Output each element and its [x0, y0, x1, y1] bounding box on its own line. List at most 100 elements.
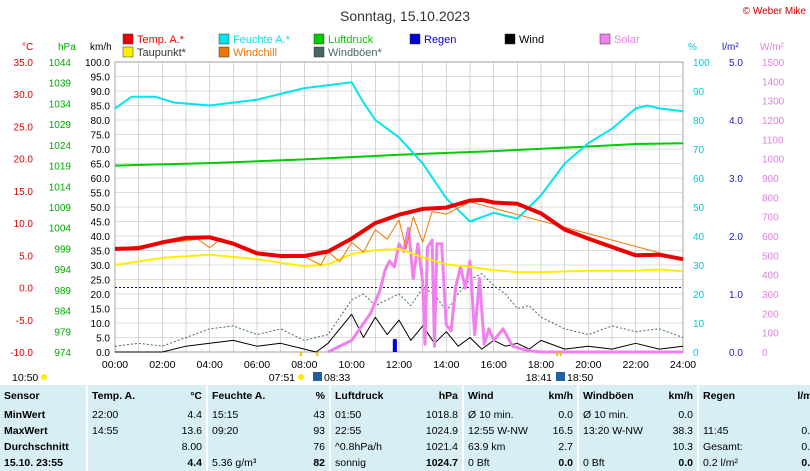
- x-tick-label: 04:00: [197, 359, 223, 371]
- table-header-row: Sensor Temp. A. °C Feuchte A. % Luftdruc…: [0, 385, 810, 407]
- table-cell: [206, 439, 295, 455]
- wm2-tick-label: 400: [762, 271, 779, 282]
- wm2-tick-label: 1500: [762, 58, 785, 69]
- kmh-tick-label: 5.0: [96, 334, 110, 345]
- table-cell: 12:55 W-NW: [462, 423, 541, 439]
- table-cell: 82: [313, 457, 325, 469]
- table-cell: 1018.8: [425, 409, 458, 421]
- header-cell: %: [315, 390, 325, 402]
- kmh-tick-label: 75.0: [91, 131, 111, 142]
- hpa-axis-label: hPa: [58, 42, 76, 53]
- table-cell: 15:15: [206, 407, 295, 423]
- legend-label: Windchill: [233, 47, 277, 59]
- pct-tick-label: 30: [693, 261, 705, 272]
- legend-label: Windböen*: [328, 47, 383, 59]
- wm2-tick-label: 300: [762, 290, 779, 301]
- lm2-tick-label: 2.0: [729, 232, 743, 243]
- table-cell: 13:20 W-NW: [577, 423, 661, 439]
- header-cell: Regen: [697, 385, 780, 407]
- kmh-tick-label: 25.0: [91, 276, 111, 287]
- copyright-label: © Weber Mike: [743, 6, 807, 17]
- header-cell: hPa: [438, 390, 458, 402]
- pct-tick-label: 50: [693, 203, 705, 214]
- temp-tick-label: -5.0: [16, 316, 34, 327]
- hpa-tick-label: 999: [54, 244, 71, 255]
- wm2-tick-label: 800: [762, 193, 779, 204]
- table-row: MinWert 22:00 4.4 15:15 43 01:50 1018.8 …: [0, 407, 810, 423]
- table-cell: 5.36 g/m³: [206, 455, 295, 471]
- legend-swatch: [599, 33, 611, 45]
- kmh-axis-label: km/h: [90, 42, 112, 53]
- hpa-tick-label: 994: [54, 265, 71, 276]
- kmh-tick-label: 0.0: [96, 348, 110, 359]
- chart-title: Sonntag, 15.10.2023: [340, 8, 470, 24]
- pct-tick-label: 10: [693, 319, 705, 330]
- table-cell: Ø 10 min.: [577, 407, 661, 423]
- table-cell: 2.7: [558, 441, 573, 453]
- sunrise-icon: [298, 374, 304, 380]
- table-row: Durchschnitt 8.00 76 ^0.8hPa/h 1021.4 63…: [0, 439, 810, 455]
- wm2-tick-label: 900: [762, 174, 779, 185]
- table-cell: sonnig: [329, 455, 413, 471]
- table-cell: 14:55: [86, 423, 159, 439]
- header-cell: Luftdruck: [329, 385, 413, 407]
- lm2-tick-label: 5.0: [729, 58, 743, 69]
- hpa-tick-label: 1034: [49, 99, 72, 110]
- legend-label: Solar: [614, 34, 640, 46]
- pct-tick-label: 80: [693, 116, 705, 127]
- legend-label: Feuchte A.*: [233, 34, 291, 46]
- table-cell: 0.0: [678, 457, 693, 469]
- table-cell: Ø 10 min.: [462, 407, 541, 423]
- lm2-tick-label: 0.0: [729, 348, 743, 359]
- x-tick-label: 02:00: [149, 359, 175, 371]
- table-cell: 0.2 l/m²: [697, 455, 780, 471]
- header-cell: °C: [190, 390, 202, 402]
- sunrise-end-icon: [313, 372, 322, 381]
- series-line-wind: [115, 313, 684, 353]
- table-cell: 8.00: [181, 441, 202, 453]
- legend-swatch: [122, 33, 134, 45]
- table-cell: 0.2: [801, 457, 810, 469]
- series-line-regen: [392, 338, 397, 352]
- kmh-tick-label: 95.0: [91, 73, 111, 84]
- legend-label: Luftdruck: [328, 34, 374, 46]
- kmh-tick-label: 45.0: [91, 218, 111, 229]
- legend-swatch: [218, 33, 230, 45]
- table-row: MaxWert 14:55 13.6 09:20 93 22:55 1024.9…: [0, 423, 810, 439]
- row-label: MaxWert: [4, 425, 48, 437]
- header-cell: Wind: [462, 385, 541, 407]
- table-cell: [780, 407, 810, 423]
- series-line-temp-a: [114, 197, 684, 262]
- table-cell: 38.3: [672, 425, 693, 437]
- legend-swatch: [313, 33, 325, 45]
- legend: Temp. A.* Feuchte A.* Luftdruck Regen Wind So…: [122, 33, 640, 59]
- kmh-tick-label: 15.0: [91, 305, 111, 316]
- table-cell: 4.4: [187, 409, 202, 421]
- grid-layer: [114, 61, 684, 353]
- hpa-tick-label: 989: [54, 286, 71, 297]
- table-cell: 22:55: [329, 423, 413, 439]
- hpa-tick-label: 984: [54, 307, 71, 318]
- sunrise-label: 07:51: [269, 372, 295, 384]
- axes-layer: 00:00 02:00 04:00 06:00 08:00 10:00 12:00 14:00…: [10, 42, 784, 371]
- legend-label: Temp. A.*: [137, 34, 185, 46]
- temp-tick-label: 0.0: [19, 284, 33, 295]
- temp-tick-label: 25.0: [14, 122, 34, 133]
- wm2-tick-label: 200: [762, 309, 779, 320]
- table-cell: 11:45: [697, 423, 780, 439]
- kmh-tick-label: 55.0: [91, 189, 111, 200]
- hpa-tick-label: 1039: [49, 79, 72, 90]
- table-cell: 1024.9: [425, 425, 458, 437]
- lm2-axis-label: l/m²: [722, 42, 739, 53]
- table-cell: 4.4: [187, 457, 202, 469]
- table-cell: 43: [313, 409, 325, 421]
- header-cell: l/m²: [797, 390, 810, 402]
- table-row-current: 15.10. 23:55 4.4 5.36 g/m³ 82 sonnig 102…: [0, 455, 810, 471]
- x-tick-label: 12:00: [386, 359, 412, 371]
- temp-tick-label: 15.0: [14, 187, 34, 198]
- table-cell: 63.9 km: [462, 439, 541, 455]
- x-tick-label: 20:00: [575, 359, 601, 371]
- wm2-tick-label: 0: [762, 348, 768, 359]
- x-tick-label: 24:00: [670, 359, 696, 371]
- row-label: 15.10. 23:55: [4, 457, 63, 469]
